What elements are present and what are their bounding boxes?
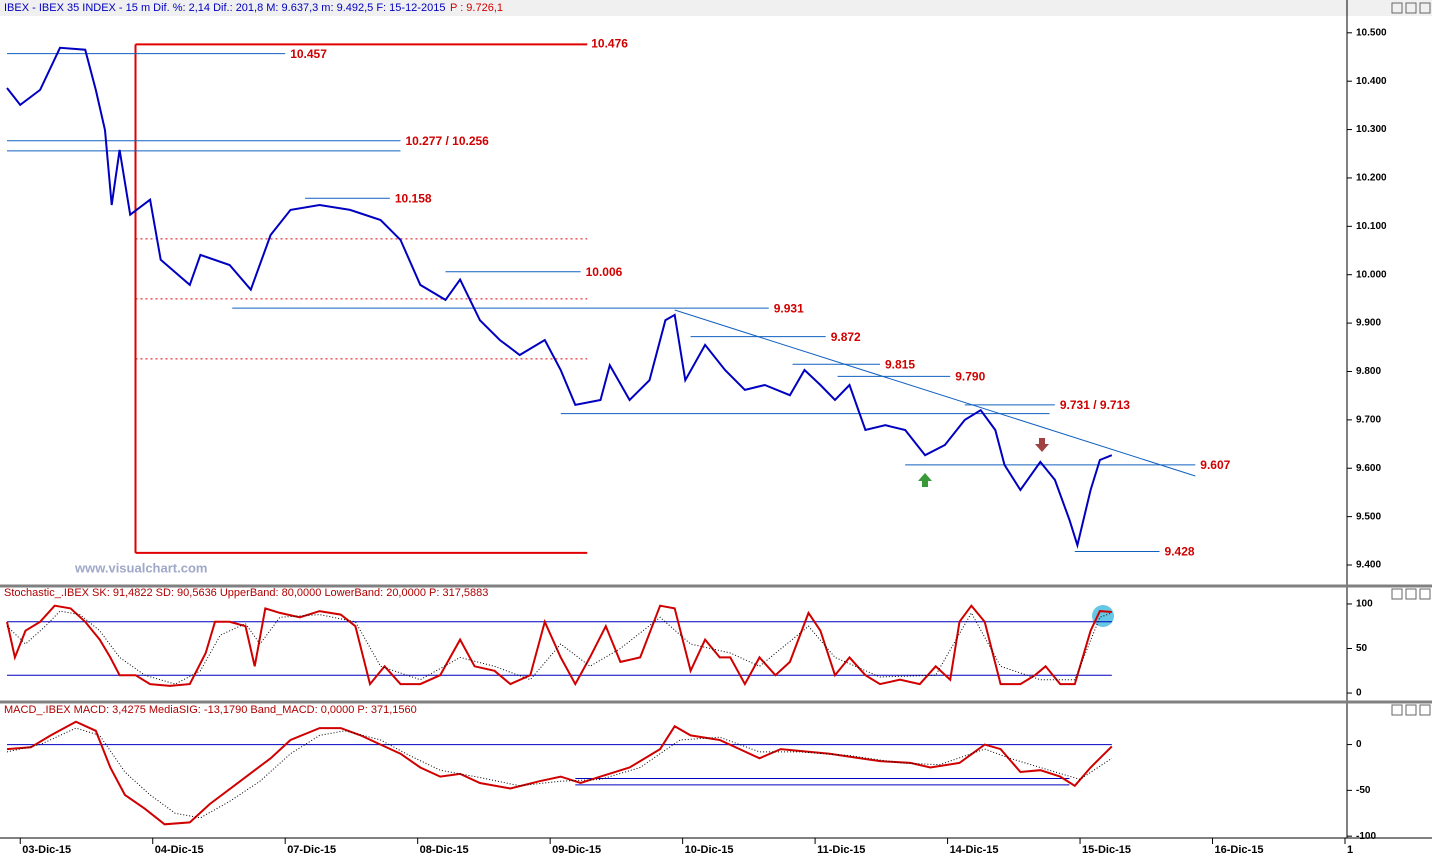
y-tick-label: 9.900 (1356, 318, 1381, 329)
button[interactable] (1419, 2, 1431, 14)
button[interactable] (1405, 704, 1417, 716)
series-line (6, 610, 1112, 685)
series-line (6, 720, 1113, 826)
header-bar (0, 0, 1432, 16)
x-tick-label: 03-Dic-15 (22, 844, 71, 856)
x-tick-label: 08-Dic-15 (420, 844, 469, 856)
down-arrow (1035, 438, 1049, 452)
series-line (6, 604, 1112, 687)
level-label: 9.872 (831, 330, 861, 344)
y-tick-label: 9.500 (1356, 511, 1381, 522)
y-tick-label: 10.300 (1356, 124, 1387, 135)
level-label: 9.815 (885, 357, 915, 371)
button[interactable] (1405, 588, 1417, 600)
y-tick-label: 10.400 (1356, 76, 1387, 87)
series-line (6, 46, 1113, 549)
panel-title: MACD_.IBEX MACD: 3,4275 MediaSIG: -13,17… (4, 704, 417, 716)
trendline (674, 309, 1196, 477)
y-tick-label: -100 (1356, 831, 1376, 842)
x-tick-label: 15-Dic-15 (1082, 844, 1131, 856)
x-tick-label: 1 (1347, 844, 1353, 856)
level-label: 10.457 (290, 47, 327, 61)
level-label: 10.476 (591, 37, 628, 51)
level-label: 10.158 (395, 191, 432, 205)
button[interactable] (1391, 2, 1403, 14)
x-tick-label: 11-Dic-15 (817, 844, 865, 856)
header-title: IBEX - IBEX 35 INDEX - 15 m Dif. %: 2,14… (4, 2, 445, 14)
level-label: 10.277 / 10.256 (405, 134, 489, 148)
y-tick-label: 9.600 (1356, 463, 1381, 474)
button[interactable] (1419, 588, 1431, 600)
button[interactable] (1391, 704, 1403, 716)
watermark: www.visualchart.com (74, 560, 207, 575)
y-tick-label: 10.100 (1356, 221, 1387, 232)
y-tick-label: 0 (1356, 688, 1362, 699)
x-tick-label: 09-Dic-15 (552, 844, 601, 856)
y-tick-label: 0 (1356, 739, 1362, 750)
button[interactable] (1405, 2, 1417, 14)
x-tick-label: 10-Dic-15 (685, 844, 734, 856)
window-buttons[interactable] (1391, 2, 1431, 716)
level-label: 9.731 / 9.713 (1060, 398, 1130, 412)
x-tick-label: 04-Dic-15 (155, 844, 204, 856)
y-tick-label: 100 (1356, 599, 1373, 610)
button[interactable] (1391, 588, 1403, 600)
header-price: P : 9.726,1 (450, 2, 503, 14)
y-tick-label: 10.500 (1356, 27, 1387, 38)
level-label: 9.931 (774, 301, 804, 315)
x-tick-label: 16-Dic-15 (1215, 844, 1264, 856)
level-label: 9.607 (1200, 458, 1230, 472)
y-tick-label: 10.200 (1356, 173, 1387, 184)
level-label: 9.790 (955, 369, 985, 383)
y-tick-label: 50 (1356, 643, 1368, 654)
y-tick-label: 9.400 (1356, 560, 1381, 571)
level-label: 9.428 (1165, 545, 1195, 559)
y-tick-label: 10.000 (1356, 269, 1387, 280)
up-arrow (918, 473, 932, 487)
y-tick-label: 9.800 (1356, 366, 1381, 377)
level-label: 10.006 (586, 265, 623, 279)
x-tick-label: 14-Dic-15 (950, 844, 999, 856)
y-tick-label: 9.700 (1356, 414, 1381, 425)
y-tick-label: -50 (1356, 785, 1371, 796)
panel-title: Stochastic_.IBEX SK: 91,4822 SD: 90,5636… (4, 587, 488, 599)
highlight (1092, 605, 1114, 627)
x-tick-label: 07-Dic-15 (287, 844, 336, 856)
button[interactable] (1419, 704, 1431, 716)
